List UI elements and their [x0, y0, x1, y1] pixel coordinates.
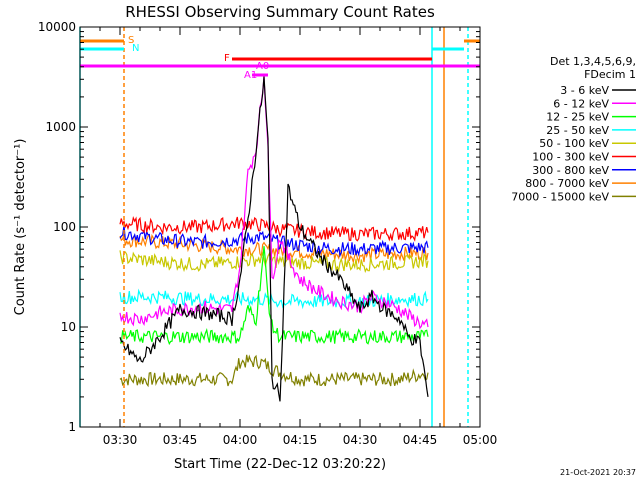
x-tick-label: 04:00: [223, 433, 258, 447]
legend-entry: 7000 - 15000 keV: [511, 190, 609, 203]
legend-entry: 6 - 12 keV: [553, 97, 609, 110]
series-line-1: [119, 77, 429, 330]
y-axis-label: Count Rate (s⁻¹ detector⁻¹): [13, 139, 28, 316]
y-tick-label: 100: [53, 220, 76, 234]
flag-label-f: F: [224, 53, 230, 64]
series-line-5: [119, 216, 429, 242]
flag-label-n: N: [132, 43, 139, 54]
x-tick-label: 05:00: [463, 433, 498, 447]
flag-label-a0: A0: [256, 61, 269, 72]
legend-entry: 300 - 800 keV: [532, 164, 609, 177]
series-line-2: [119, 246, 429, 346]
x-tick-label: 04:30: [343, 433, 378, 447]
series-line-4: [119, 250, 429, 273]
legend-entry: 800 - 7000 keV: [525, 177, 609, 190]
flag-label-a1: A1: [244, 70, 257, 81]
x-tick-label: 04:45: [403, 433, 438, 447]
x-tick-label: 03:30: [103, 433, 138, 447]
series-line-0: [119, 76, 429, 402]
series-line-8: [119, 354, 429, 388]
series-layer: [119, 76, 429, 402]
x-tick-label: 04:15: [283, 433, 318, 447]
y-tick-label: 1: [68, 420, 76, 434]
y-tick-label: 10000: [38, 20, 76, 34]
y-tick-label: 1000: [45, 120, 76, 134]
x-tick-label: 03:45: [163, 433, 198, 447]
x-axis-label: Start Time (22-Dec-12 03:20:22): [174, 457, 386, 472]
timestamp-label: 21-Oct-2021 20:37: [560, 468, 636, 477]
series-line-7: [119, 233, 429, 265]
legend-entry: 3 - 6 keV: [560, 84, 609, 97]
series-line-6: [119, 225, 429, 258]
legend-entry: 25 - 50 keV: [546, 124, 609, 137]
legend-entry: 100 - 300 keV: [532, 151, 609, 164]
y-tick-label: 10: [61, 320, 76, 334]
flag-label-s: S: [128, 35, 134, 46]
legend-entry: 12 - 25 keV: [546, 111, 609, 124]
legend-header: FDecim 1: [584, 68, 636, 81]
axis-layer: 1 10 100 1000 10000 03:30 03:45 04:00 04:15 04:30…: [38, 20, 497, 447]
chart-title: RHESSI Observing Summary Count Rates: [125, 3, 435, 21]
legend-header: Det 1,3,4,5,6,9,: [550, 55, 636, 68]
legend-entry: 50 - 100 keV: [539, 137, 609, 150]
